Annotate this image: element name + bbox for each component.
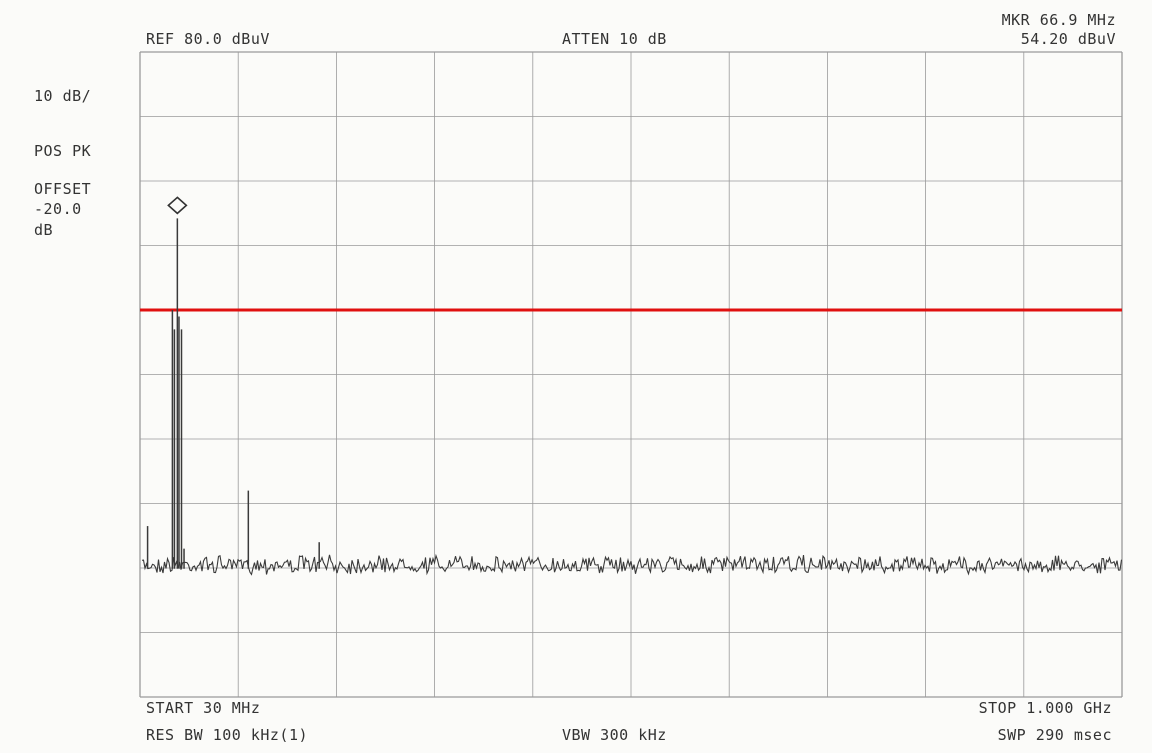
detector-mode: POS PK [34, 142, 92, 160]
marker-level: 54.20 dBuV [1020, 30, 1116, 48]
offset-title: OFFSET [34, 180, 92, 198]
attenuation: ATTEN 10 dB [562, 30, 667, 48]
vertical-scale: 10 dB/ [34, 87, 92, 105]
spectrum-spikes [146, 218, 320, 569]
marker-frequency: MKR 66.9 MHz [1001, 11, 1116, 29]
spectrum-trace [141, 553, 1123, 576]
offset-unit: dB [34, 221, 54, 239]
resolution-bandwidth: RES BW 100 kHz(1) [146, 726, 309, 744]
offset-value: -20.0 [34, 200, 82, 218]
sweep-time: SWP 290 msec [997, 726, 1112, 744]
reference-level: REF 80.0 dBuV [146, 30, 270, 48]
marker-diamond-icon [167, 196, 188, 215]
start-frequency: START 30 MHz [146, 699, 261, 717]
video-bandwidth: VBW 300 kHz [562, 726, 667, 744]
grid-lines [139, 51, 1123, 698]
stop-frequency: STOP 1.000 GHz [978, 699, 1112, 717]
